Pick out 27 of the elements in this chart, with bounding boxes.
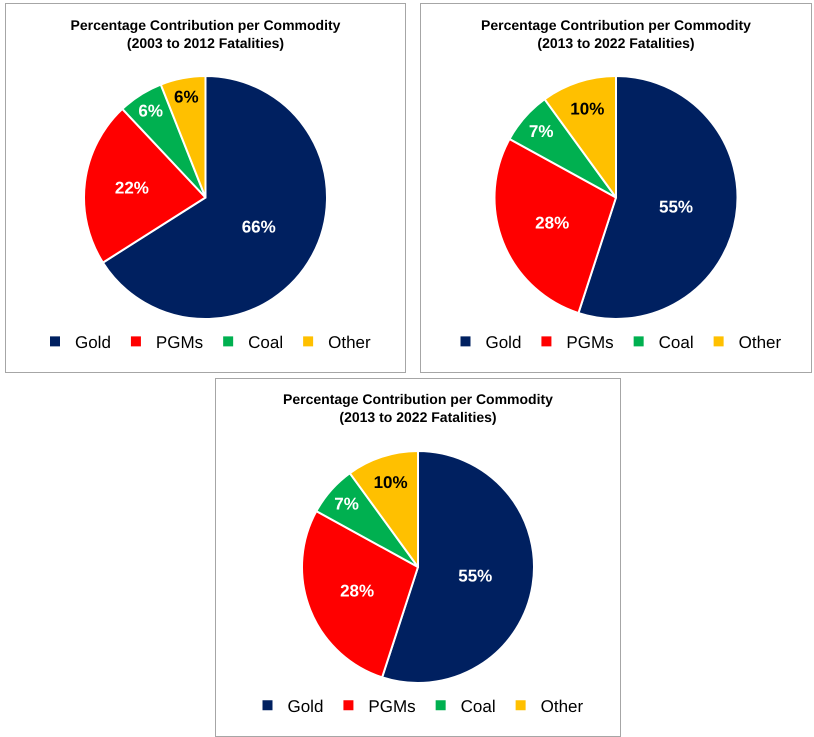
- legend-label: Coal: [248, 333, 284, 352]
- chart-title: Percentage Contribution per Commodity (2013 to 2022 Fatalities): [283, 390, 554, 426]
- data-label: 6%: [138, 102, 163, 121]
- legend-label: Other: [328, 333, 371, 352]
- legend-label: Coal: [658, 333, 694, 352]
- legend-label: PGMs: [156, 333, 204, 352]
- data-label: 28%: [340, 582, 374, 601]
- data-label: 28%: [535, 213, 570, 232]
- data-label: 7%: [334, 494, 359, 514]
- chart-title: Percentage Contribution per Commodity (2003 to 2012 Fatalities): [70, 16, 341, 51]
- chart-title: Percentage Contribution per Commodity (2013 to 2022 Fatalities): [481, 16, 752, 51]
- data-label: 7%: [528, 122, 554, 142]
- data-label: 6%: [174, 87, 199, 106]
- legend-label: PGMs: [368, 696, 416, 716]
- legend-label: Other: [540, 696, 584, 716]
- data-label: 55%: [458, 566, 492, 586]
- legend-label: Coal: [460, 696, 496, 716]
- legend-label: Other: [738, 333, 782, 352]
- legend-label: Gold: [75, 333, 111, 352]
- legend-label: Gold: [486, 333, 522, 352]
- data-label: 10%: [374, 473, 408, 492]
- data-label: 22%: [114, 178, 149, 198]
- data-label: 55%: [658, 198, 694, 217]
- data-label: 10%: [570, 100, 604, 119]
- data-label: 66%: [242, 217, 276, 236]
- legend-label: Gold: [288, 696, 324, 716]
- legend-label: PGMs: [566, 333, 614, 352]
